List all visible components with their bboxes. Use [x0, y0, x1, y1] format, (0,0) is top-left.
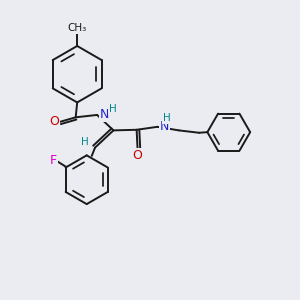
Text: N: N — [100, 108, 110, 121]
Text: F: F — [50, 154, 57, 167]
Text: H: H — [163, 113, 171, 124]
Text: H: H — [109, 104, 116, 114]
Text: N: N — [160, 120, 169, 133]
Text: O: O — [133, 148, 142, 162]
Text: O: O — [49, 115, 58, 128]
Text: H: H — [81, 137, 88, 147]
Text: CH₃: CH₃ — [68, 23, 87, 33]
